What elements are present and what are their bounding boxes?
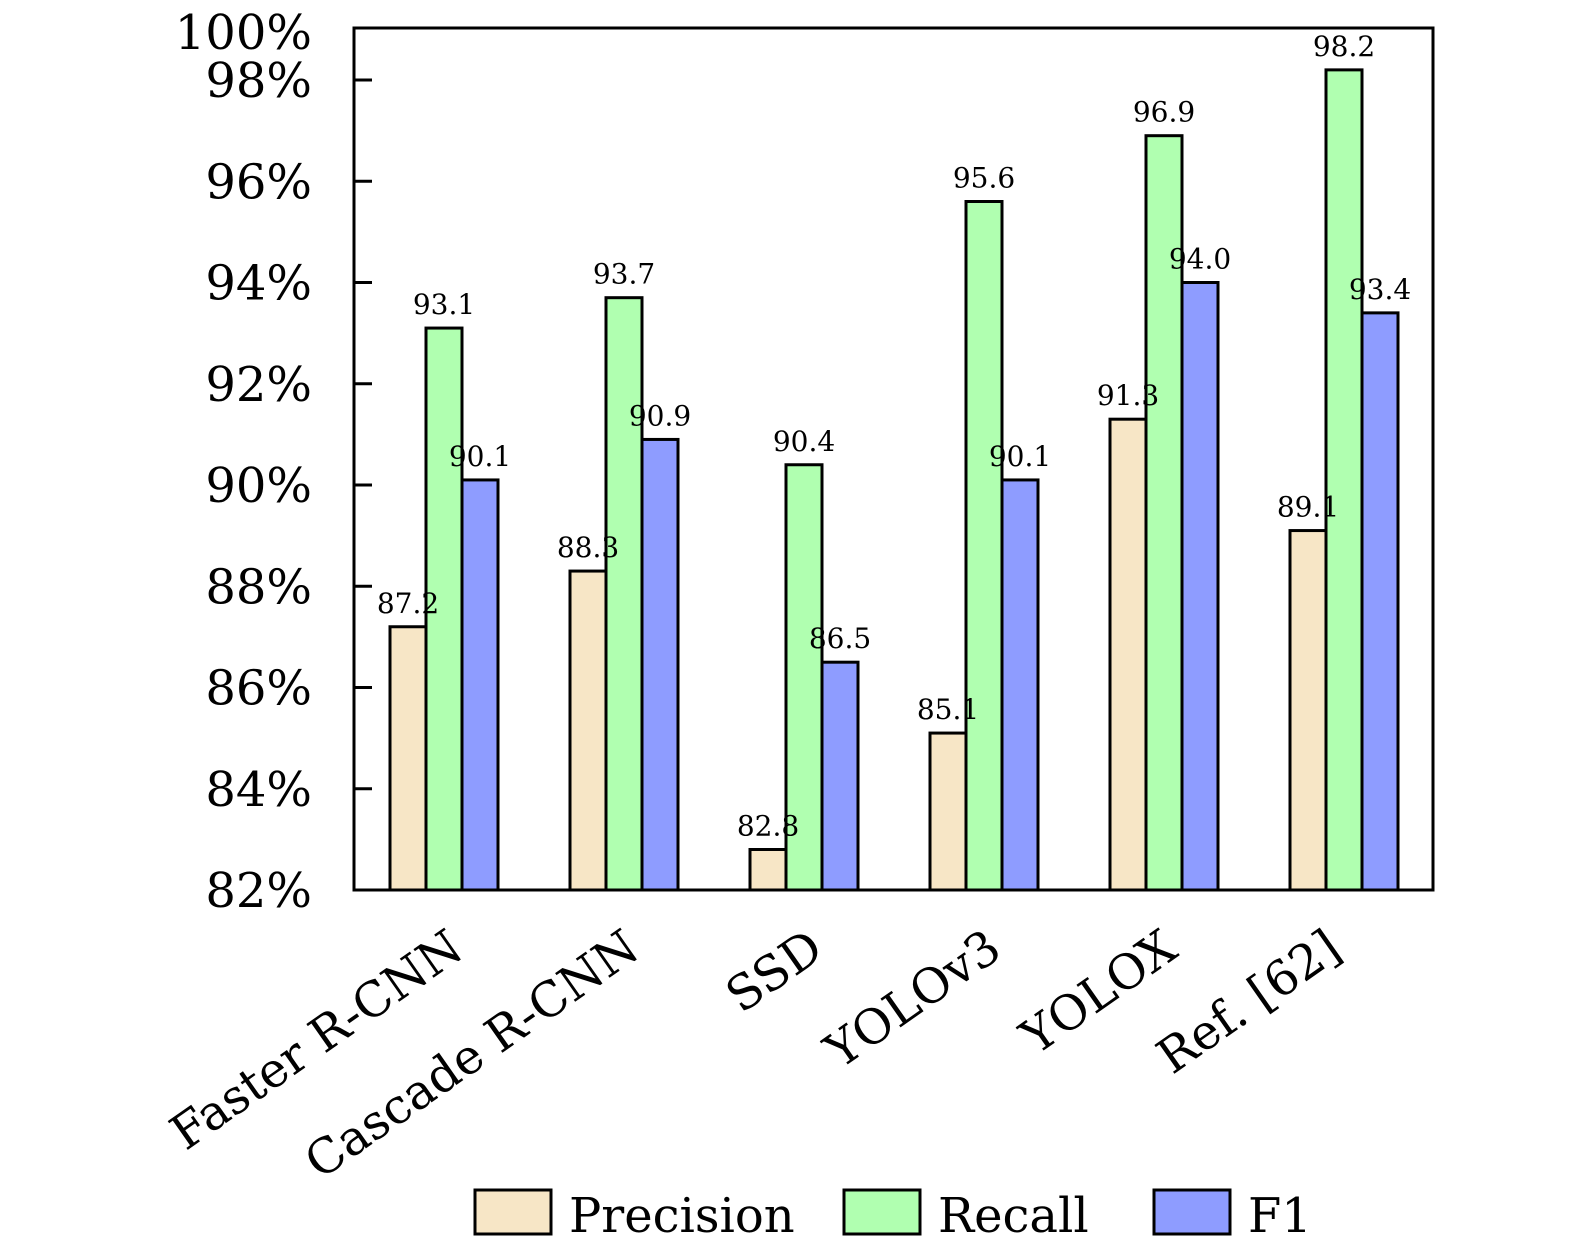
data-label: 94.0 — [1169, 243, 1231, 276]
data-label: 98.2 — [1313, 30, 1375, 63]
y-tick-label: 86% — [205, 661, 312, 717]
legend-swatch-precision — [473, 1188, 553, 1236]
y-tick-label: 84% — [205, 762, 312, 818]
bar-f1 — [820, 660, 860, 892]
data-label: 82.8 — [737, 810, 799, 843]
bar-f1 — [460, 478, 500, 892]
data-label: 89.1 — [1277, 491, 1339, 524]
data-label: 85.1 — [917, 693, 979, 726]
bar-precision — [388, 625, 428, 892]
data-labels-group: 87.2 93.1 90.1 88.3 93.7 90.9 82.8 90.4 86.5 85.1… — [377, 30, 1411, 843]
data-label: 86.5 — [809, 622, 871, 655]
legend-label-precision: Precision — [569, 1188, 795, 1244]
plot-frame — [352, 26, 1435, 892]
x-tick-label: Faster R-CNN — [160, 919, 473, 1161]
bar-recall — [604, 296, 644, 892]
data-label: 93.7 — [593, 258, 655, 291]
data-label: 90.9 — [629, 399, 691, 432]
data-label: 91.3 — [1097, 379, 1159, 412]
bar-precision — [568, 569, 608, 892]
bar-recall — [964, 200, 1004, 892]
y-tick-label: 98% — [205, 53, 312, 109]
y-tick-label: 96% — [205, 154, 312, 210]
y-tick-label: 100% — [175, 5, 312, 61]
y-axis: 82% 84% 86% 88% 90% 92% 94% 96% 98%100% — [175, 5, 372, 919]
bar-precision — [1288, 529, 1328, 892]
x-tick-label: Ref. [62] — [1147, 919, 1351, 1085]
data-label: 90.1 — [989, 440, 1051, 473]
data-label: 90.1 — [449, 440, 511, 473]
bar-f1 — [1000, 478, 1040, 892]
data-label: 90.4 — [773, 425, 835, 458]
legend-swatch-recall — [842, 1188, 922, 1236]
data-label: 96.9 — [1133, 96, 1195, 129]
bar-precision — [1108, 417, 1148, 892]
legend-label-f1: F1 — [1248, 1188, 1312, 1244]
data-label: 88.3 — [557, 531, 619, 564]
data-label: 95.6 — [953, 162, 1015, 195]
data-label: 87.2 — [377, 587, 439, 620]
legend-swatch-f1 — [1152, 1188, 1232, 1236]
data-label: 93.1 — [413, 288, 475, 321]
y-tick-label: 90% — [205, 458, 312, 514]
y-tick-label: 92% — [205, 357, 312, 413]
bars-group — [388, 68, 1400, 892]
y-tick-label: 94% — [205, 256, 312, 312]
bar-precision — [928, 731, 968, 892]
bar-f1 — [1360, 311, 1400, 892]
x-tick-label: Cascade R-CNN — [295, 919, 649, 1190]
bar-recall — [1324, 68, 1364, 892]
y-tick-label: 82% — [205, 863, 312, 919]
x-tick-label: SSD — [716, 919, 833, 1024]
legend: Precision Recall F1 — [473, 1188, 1312, 1244]
legend-label-recall: Recall — [938, 1188, 1089, 1244]
bar-precision — [748, 848, 788, 892]
data-label: 93.4 — [1349, 273, 1411, 306]
x-tick-label: YOLOv3 — [814, 919, 1011, 1080]
bar-f1 — [1180, 281, 1220, 892]
y-tick-label: 88% — [205, 559, 312, 615]
bar-f1 — [640, 437, 680, 892]
